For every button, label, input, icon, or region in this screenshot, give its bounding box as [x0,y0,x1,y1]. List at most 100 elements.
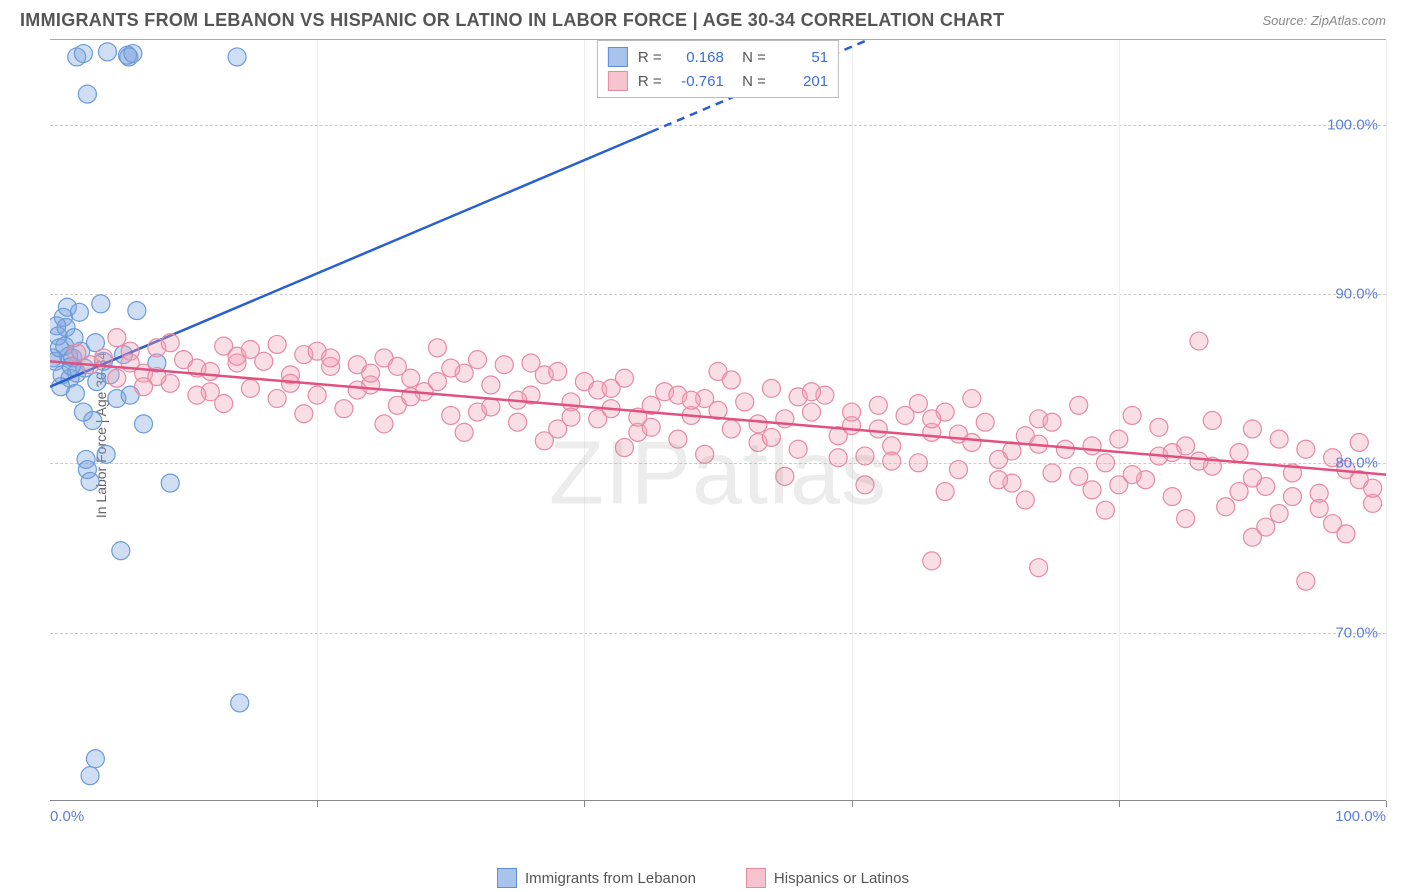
legend-swatch [746,868,766,888]
scatter-point-hispanic [1043,464,1061,482]
scatter-point-hispanic [268,390,286,408]
scatter-point-hispanic [803,403,821,421]
legend-n-value: 201 [780,73,828,90]
scatter-point-hispanic [215,395,233,413]
scatter-point-hispanic [1096,454,1114,472]
scatter-point-hispanic [1217,498,1235,516]
scatter-point-hispanic [509,413,527,431]
scatter-point-hispanic [1110,430,1128,448]
scatter-point-hispanic [615,439,633,457]
scatter-point-hispanic [736,393,754,411]
scatter-point-hispanic [722,420,740,438]
legend-n-value: 51 [780,49,828,66]
chart-title: IMMIGRANTS FROM LEBANON VS HISPANIC OR L… [20,10,1004,31]
scatter-point-hispanic [789,440,807,458]
scatter-point-hispanic [856,447,874,465]
trendline-lebanon [50,132,651,387]
legend-n-label: N = [734,73,770,90]
scatter-point-hispanic [522,354,540,372]
scatter-point-hispanic [549,362,567,380]
scatter-point-hispanic [1310,499,1328,517]
legend-label: Hispanics or Latinos [774,870,909,887]
scatter-point-hispanic [1270,430,1288,448]
scatter-point-hispanic [322,349,340,367]
scatter-point-hispanic [1297,572,1315,590]
legend-swatch [497,868,517,888]
scatter-point-hispanic [1243,420,1261,438]
legend-r-label: R = [638,73,666,90]
legend-r-value: 0.168 [676,49,724,66]
x-tick [852,801,853,807]
scatter-point-hispanic [843,403,861,421]
scatter-point-hispanic [201,362,219,380]
scatter-point-hispanic [696,445,714,463]
scatter-point-hispanic [803,383,821,401]
scatter-point-hispanic [241,340,259,358]
scatter-point-hispanic [1096,501,1114,519]
scatter-point-hispanic [348,381,366,399]
scatter-point-hispanic [428,339,446,357]
scatter-point-hispanic [241,379,259,397]
scatter-point-hispanic [602,379,620,397]
scatter-point-hispanic [829,449,847,467]
x-axis [50,800,1386,801]
scatter-point-hispanic [455,423,473,441]
scatter-point-hispanic [1190,452,1208,470]
legend-item: Hispanics or Latinos [746,868,909,888]
scatter-point-hispanic [869,396,887,414]
scatter-point-hispanic [1070,467,1088,485]
scatter-point-hispanic [442,406,460,424]
legend-n-label: N = [734,49,770,66]
scatter-point-hispanic [428,373,446,391]
scatter-point-hispanic [949,425,967,443]
scatter-point-hispanic [1030,559,1048,577]
scatter-point-hispanic [909,395,927,413]
scatter-point-hispanic [388,357,406,375]
scatter-point-hispanic [949,461,967,479]
scatter-point-hispanic [682,391,700,409]
scatter-point-lebanon [97,445,115,463]
scatter-point-hispanic [1243,469,1261,487]
scatter-point-hispanic [562,408,580,426]
scatter-point-hispanic [1150,418,1168,436]
scatter-point-hispanic [923,552,941,570]
scatter-point-hispanic [1270,505,1288,523]
scatter-point-hispanic [923,410,941,428]
scatter-point-hispanic [295,405,313,423]
scatter-point-lebanon [98,43,116,61]
scatter-point-hispanic [535,432,553,450]
scatter-point-hispanic [669,430,687,448]
scatter-point-hispanic [1043,413,1061,431]
scatter-point-lebanon [81,767,99,785]
scatter-point-hispanic [1337,525,1355,543]
legend-r-value: -0.761 [676,73,724,90]
scatter-point-hispanic [108,369,126,387]
legend-swatch [608,47,628,67]
scatter-point-lebanon [231,694,249,712]
scatter-point-hispanic [856,476,874,494]
scatter-point-hispanic [749,415,767,433]
scatter-point-hispanic [883,452,901,470]
x-tick [1386,801,1387,807]
scatter-point-hispanic [1123,406,1141,424]
legend-swatch [608,71,628,91]
correlation-legend: R = 0.168 N = 51 R = -0.761 N = 201 [597,40,839,98]
scatter-point-hispanic [1016,491,1034,509]
scatter-point-hispanic [188,386,206,404]
x-tick-label: 0.0% [50,808,84,825]
scatter-point-hispanic [936,483,954,501]
scatter-point-lebanon [78,85,96,103]
scatter-point-hispanic [1123,466,1141,484]
scatter-point-hispanic [1177,510,1195,528]
legend-r-label: R = [638,49,666,66]
x-tick [317,801,318,807]
scatter-point-hispanic [482,398,500,416]
scatter-point-hispanic [1083,437,1101,455]
scatter-point-hispanic [1203,412,1221,430]
chart-area: In Labor Force | Age 30-34 R = 0.168 N =… [50,39,1386,829]
scatter-point-hispanic [108,329,126,347]
scatter-point-hispanic [963,390,981,408]
scatter-point-lebanon [135,415,153,433]
source-label: Source: ZipAtlas.com [1262,13,1386,28]
grid-line-v [1386,40,1387,801]
